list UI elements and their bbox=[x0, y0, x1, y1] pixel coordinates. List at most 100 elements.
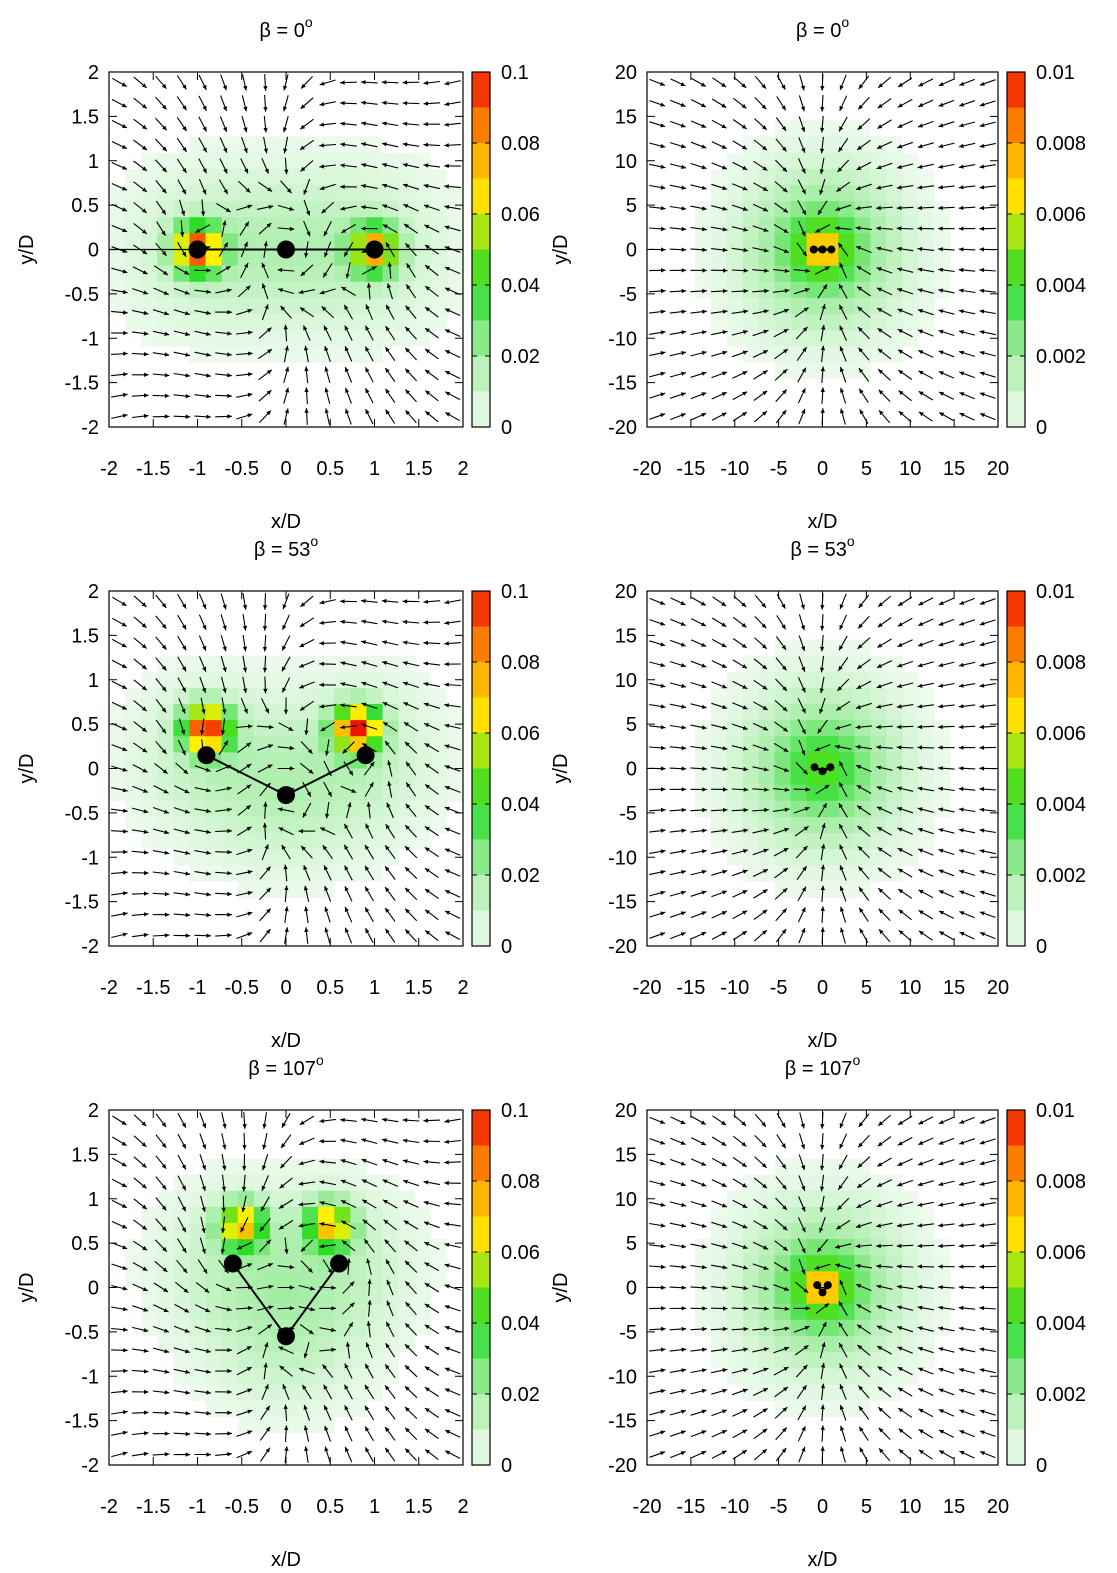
vector-arrow bbox=[938, 309, 955, 315]
arrow-head bbox=[444, 184, 449, 189]
heatmap-cell bbox=[710, 168, 728, 186]
heatmap-cell bbox=[302, 720, 319, 737]
vector-arrow bbox=[878, 409, 891, 424]
vector-arrow bbox=[381, 121, 399, 127]
arrow-head bbox=[783, 349, 788, 354]
arrow-head bbox=[701, 165, 707, 170]
heatmap-cell bbox=[205, 265, 223, 283]
arrow-head bbox=[979, 81, 985, 86]
heatmap-cell bbox=[414, 330, 432, 347]
heatmap-cell bbox=[366, 346, 383, 363]
vector-arrow bbox=[133, 202, 148, 214]
heatmap-cell bbox=[414, 687, 432, 705]
vector-arrow bbox=[444, 143, 461, 148]
vector-arrow bbox=[938, 889, 955, 898]
arrow-head bbox=[444, 682, 449, 687]
arrow-head bbox=[382, 162, 387, 168]
vector-arrow bbox=[361, 640, 378, 646]
heatmap-cell bbox=[918, 201, 935, 218]
colorbar-step bbox=[1007, 285, 1025, 321]
arrow-head bbox=[267, 187, 273, 192]
heatmap-cell bbox=[141, 671, 158, 689]
arrow-head bbox=[938, 247, 943, 252]
x-tick-label: -1 bbox=[189, 977, 207, 999]
arrow-head bbox=[381, 598, 387, 604]
vector-arrow bbox=[111, 182, 128, 191]
heatmap-cell bbox=[918, 168, 935, 186]
heatmap-cell bbox=[726, 784, 744, 802]
vector-arrow bbox=[444, 308, 461, 317]
heatmap-cell bbox=[109, 703, 126, 721]
heatmap-cell bbox=[141, 1271, 158, 1288]
vector-arrow bbox=[263, 74, 268, 91]
heatmap-cell bbox=[822, 639, 839, 656]
vector-arrow bbox=[959, 910, 975, 919]
heatmap-cell bbox=[237, 881, 255, 898]
arrow-head bbox=[340, 121, 345, 126]
vector-arrow bbox=[344, 387, 352, 404]
arrow-head bbox=[304, 366, 309, 372]
heatmap-cell bbox=[286, 1239, 303, 1256]
arrow-head bbox=[721, 601, 727, 607]
particle-1 bbox=[809, 245, 818, 254]
vector-arrow bbox=[304, 366, 309, 384]
vector-arrow bbox=[819, 304, 826, 321]
vector-arrow bbox=[712, 596, 727, 607]
heatmap-cell bbox=[806, 217, 823, 234]
vector-arrow bbox=[444, 80, 461, 86]
vector-arrow bbox=[797, 387, 806, 404]
vector-arrow bbox=[341, 223, 356, 234]
heatmap-cell bbox=[902, 752, 919, 769]
heatmap-cell bbox=[742, 687, 760, 705]
arrow-head bbox=[123, 849, 128, 855]
arrow-head bbox=[800, 625, 805, 631]
heatmap-cell bbox=[253, 752, 271, 769]
vector-arrow bbox=[753, 182, 769, 192]
heatmap-cell bbox=[205, 865, 223, 882]
heatmap-cell bbox=[141, 281, 158, 299]
vector-arrow bbox=[132, 764, 148, 773]
particle-1 bbox=[188, 240, 207, 259]
vector-arrow bbox=[711, 890, 728, 898]
heatmap-cell bbox=[806, 330, 823, 347]
arrow-head bbox=[303, 189, 308, 195]
vector-arrow bbox=[155, 75, 167, 90]
vector-arrow bbox=[979, 745, 996, 750]
arrow-head bbox=[164, 311, 169, 316]
vector-arrow bbox=[423, 142, 441, 147]
heatmap-cell bbox=[302, 136, 319, 154]
vector-arrow bbox=[215, 373, 232, 378]
vector-arrow bbox=[711, 371, 728, 379]
vector-arrow bbox=[257, 348, 273, 360]
vector-arrow bbox=[669, 766, 687, 771]
vector-arrow bbox=[133, 679, 148, 691]
heatmap-cell bbox=[902, 833, 919, 850]
colorbar-tick-label: 0.1 bbox=[501, 581, 529, 603]
heatmap-cell bbox=[269, 736, 287, 753]
vector-arrow bbox=[799, 593, 805, 610]
arrow-head bbox=[122, 932, 128, 937]
arrow-head bbox=[877, 124, 883, 129]
arrow-head bbox=[701, 890, 707, 895]
vector-arrow bbox=[176, 158, 187, 174]
vector-arrow bbox=[402, 183, 420, 190]
arrow-head bbox=[876, 205, 881, 211]
heatmap-cell bbox=[822, 120, 839, 137]
vector-arrow bbox=[711, 226, 728, 232]
vector-arrow bbox=[959, 890, 975, 898]
vector-arrow bbox=[360, 205, 378, 210]
particle-3 bbox=[365, 240, 384, 259]
heatmap-cell bbox=[398, 297, 416, 315]
arrow-head bbox=[202, 189, 207, 195]
heatmap-cell bbox=[806, 655, 823, 673]
vector-arrow bbox=[424, 224, 440, 233]
vector-arrow bbox=[236, 392, 253, 398]
vector-arrow bbox=[194, 330, 211, 336]
arrow-head bbox=[142, 270, 148, 275]
vector-arrow bbox=[979, 931, 996, 940]
vector-arrow bbox=[382, 224, 398, 234]
arrow-head bbox=[856, 266, 862, 271]
arrow-head bbox=[840, 387, 845, 393]
vector-arrow bbox=[979, 79, 996, 86]
vector-arrow bbox=[423, 163, 441, 168]
